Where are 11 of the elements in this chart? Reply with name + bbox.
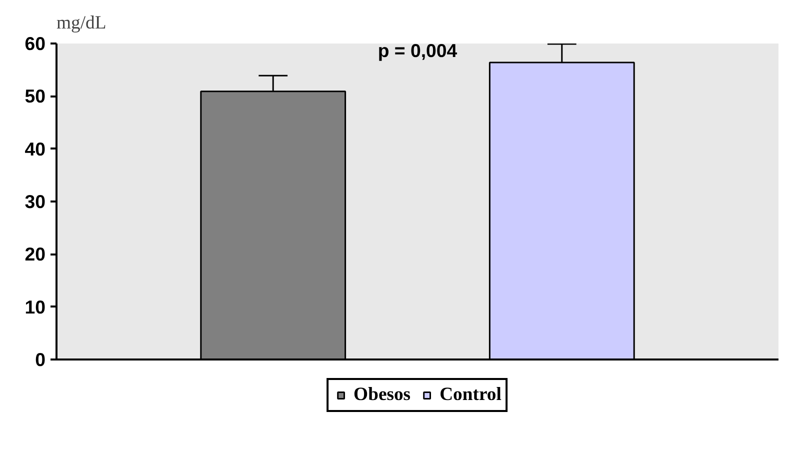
y-axis-title: mg/dL (56, 12, 106, 34)
y-tick-label: 0 (35, 349, 46, 370)
y-tick-label: 40 (24, 138, 46, 160)
y-tick-label: 50 (24, 86, 46, 107)
legend-label: Control (440, 384, 502, 406)
annotation: p = 0,004 (378, 40, 458, 61)
y-tick-label: 30 (24, 191, 46, 212)
y-tick-label: 20 (24, 244, 46, 265)
y-tick-label: 10 (24, 296, 46, 318)
legend-label: Obesos (354, 384, 411, 406)
y-tick-label: 60 (24, 33, 46, 54)
